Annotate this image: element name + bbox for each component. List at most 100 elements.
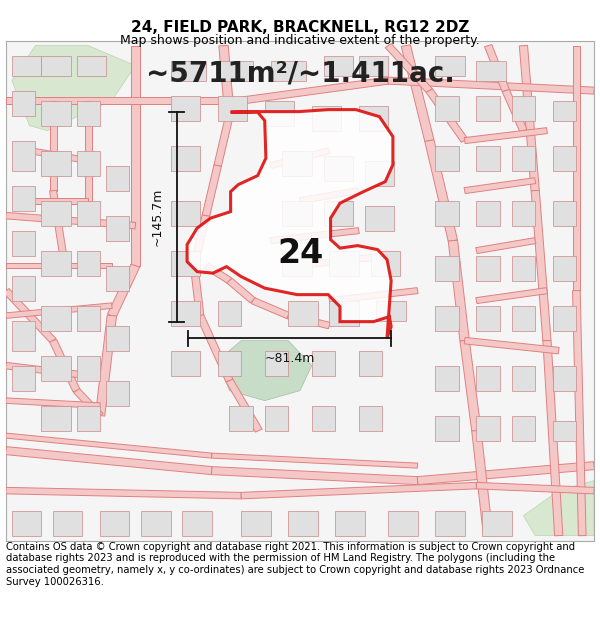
Polygon shape: [227, 278, 256, 303]
Polygon shape: [464, 177, 536, 194]
Bar: [12, 366, 35, 391]
Polygon shape: [107, 264, 140, 317]
Polygon shape: [226, 379, 262, 432]
Bar: [335, 511, 365, 536]
Polygon shape: [190, 215, 209, 266]
Bar: [170, 351, 200, 376]
Bar: [41, 56, 71, 76]
Bar: [12, 141, 35, 171]
Bar: [218, 96, 247, 121]
Polygon shape: [6, 488, 241, 499]
Polygon shape: [329, 288, 418, 304]
Bar: [323, 156, 353, 181]
Text: Map shows position and indicative extent of the property.: Map shows position and indicative extent…: [120, 34, 480, 48]
Polygon shape: [241, 77, 389, 104]
Bar: [476, 416, 500, 441]
Bar: [77, 201, 100, 226]
Polygon shape: [85, 101, 92, 201]
Bar: [435, 511, 464, 536]
Polygon shape: [472, 430, 493, 536]
Polygon shape: [214, 115, 233, 166]
Polygon shape: [5, 433, 212, 458]
Bar: [170, 251, 200, 276]
Bar: [106, 166, 130, 191]
Polygon shape: [269, 148, 331, 169]
Polygon shape: [187, 109, 393, 338]
Text: ~5711m²/~1.411ac.: ~5711m²/~1.411ac.: [146, 59, 454, 87]
Polygon shape: [5, 447, 212, 474]
Polygon shape: [401, 45, 434, 141]
Polygon shape: [3, 289, 56, 342]
Bar: [359, 406, 382, 431]
Polygon shape: [5, 362, 89, 379]
Polygon shape: [196, 314, 233, 382]
Bar: [77, 356, 100, 381]
Bar: [312, 106, 341, 131]
Bar: [41, 101, 71, 126]
Polygon shape: [6, 398, 100, 408]
Bar: [388, 511, 418, 536]
Bar: [288, 511, 317, 536]
Bar: [106, 381, 130, 406]
Bar: [265, 406, 288, 431]
Polygon shape: [572, 46, 580, 291]
Bar: [12, 511, 41, 536]
Polygon shape: [131, 46, 140, 266]
Bar: [329, 251, 359, 276]
Bar: [12, 91, 35, 116]
Bar: [329, 301, 359, 326]
Bar: [271, 61, 306, 81]
Bar: [41, 406, 71, 431]
Text: ~145.7m: ~145.7m: [151, 188, 164, 246]
Bar: [283, 201, 312, 226]
Polygon shape: [203, 263, 232, 283]
Bar: [476, 366, 500, 391]
Polygon shape: [502, 89, 527, 132]
Polygon shape: [460, 340, 481, 431]
Polygon shape: [241, 482, 476, 499]
Polygon shape: [50, 101, 56, 191]
Bar: [182, 511, 212, 536]
Bar: [218, 351, 241, 376]
Bar: [41, 306, 71, 331]
Bar: [553, 201, 577, 226]
Bar: [365, 206, 394, 231]
Bar: [359, 56, 388, 76]
Bar: [476, 96, 500, 121]
Bar: [435, 201, 459, 226]
Polygon shape: [270, 228, 359, 244]
Polygon shape: [212, 453, 418, 468]
Polygon shape: [385, 44, 433, 92]
Bar: [218, 61, 253, 81]
Bar: [323, 56, 353, 76]
Bar: [106, 326, 130, 351]
Polygon shape: [543, 341, 563, 536]
Text: 24, FIELD PARK, BRACKNELL, RG12 2DZ: 24, FIELD PARK, BRACKNELL, RG12 2DZ: [131, 20, 469, 35]
Bar: [218, 301, 241, 326]
Bar: [435, 146, 459, 171]
Bar: [476, 146, 500, 171]
Bar: [553, 256, 577, 281]
Text: Contains OS data © Crown copyright and database right 2021. This information is : Contains OS data © Crown copyright and d…: [6, 542, 584, 587]
Polygon shape: [531, 191, 551, 341]
Bar: [476, 256, 500, 281]
Polygon shape: [5, 213, 136, 229]
Polygon shape: [464, 338, 559, 354]
Bar: [170, 96, 200, 121]
Bar: [553, 146, 577, 171]
Bar: [312, 351, 335, 376]
Bar: [106, 266, 130, 291]
Bar: [12, 321, 35, 351]
Polygon shape: [5, 303, 112, 318]
Polygon shape: [74, 389, 103, 418]
Polygon shape: [29, 198, 88, 204]
Polygon shape: [448, 240, 469, 341]
Bar: [41, 356, 71, 381]
Polygon shape: [218, 341, 312, 401]
Bar: [53, 511, 82, 536]
Bar: [323, 201, 353, 226]
Bar: [371, 251, 400, 276]
Bar: [476, 306, 500, 331]
Bar: [359, 106, 388, 131]
Bar: [229, 406, 253, 431]
